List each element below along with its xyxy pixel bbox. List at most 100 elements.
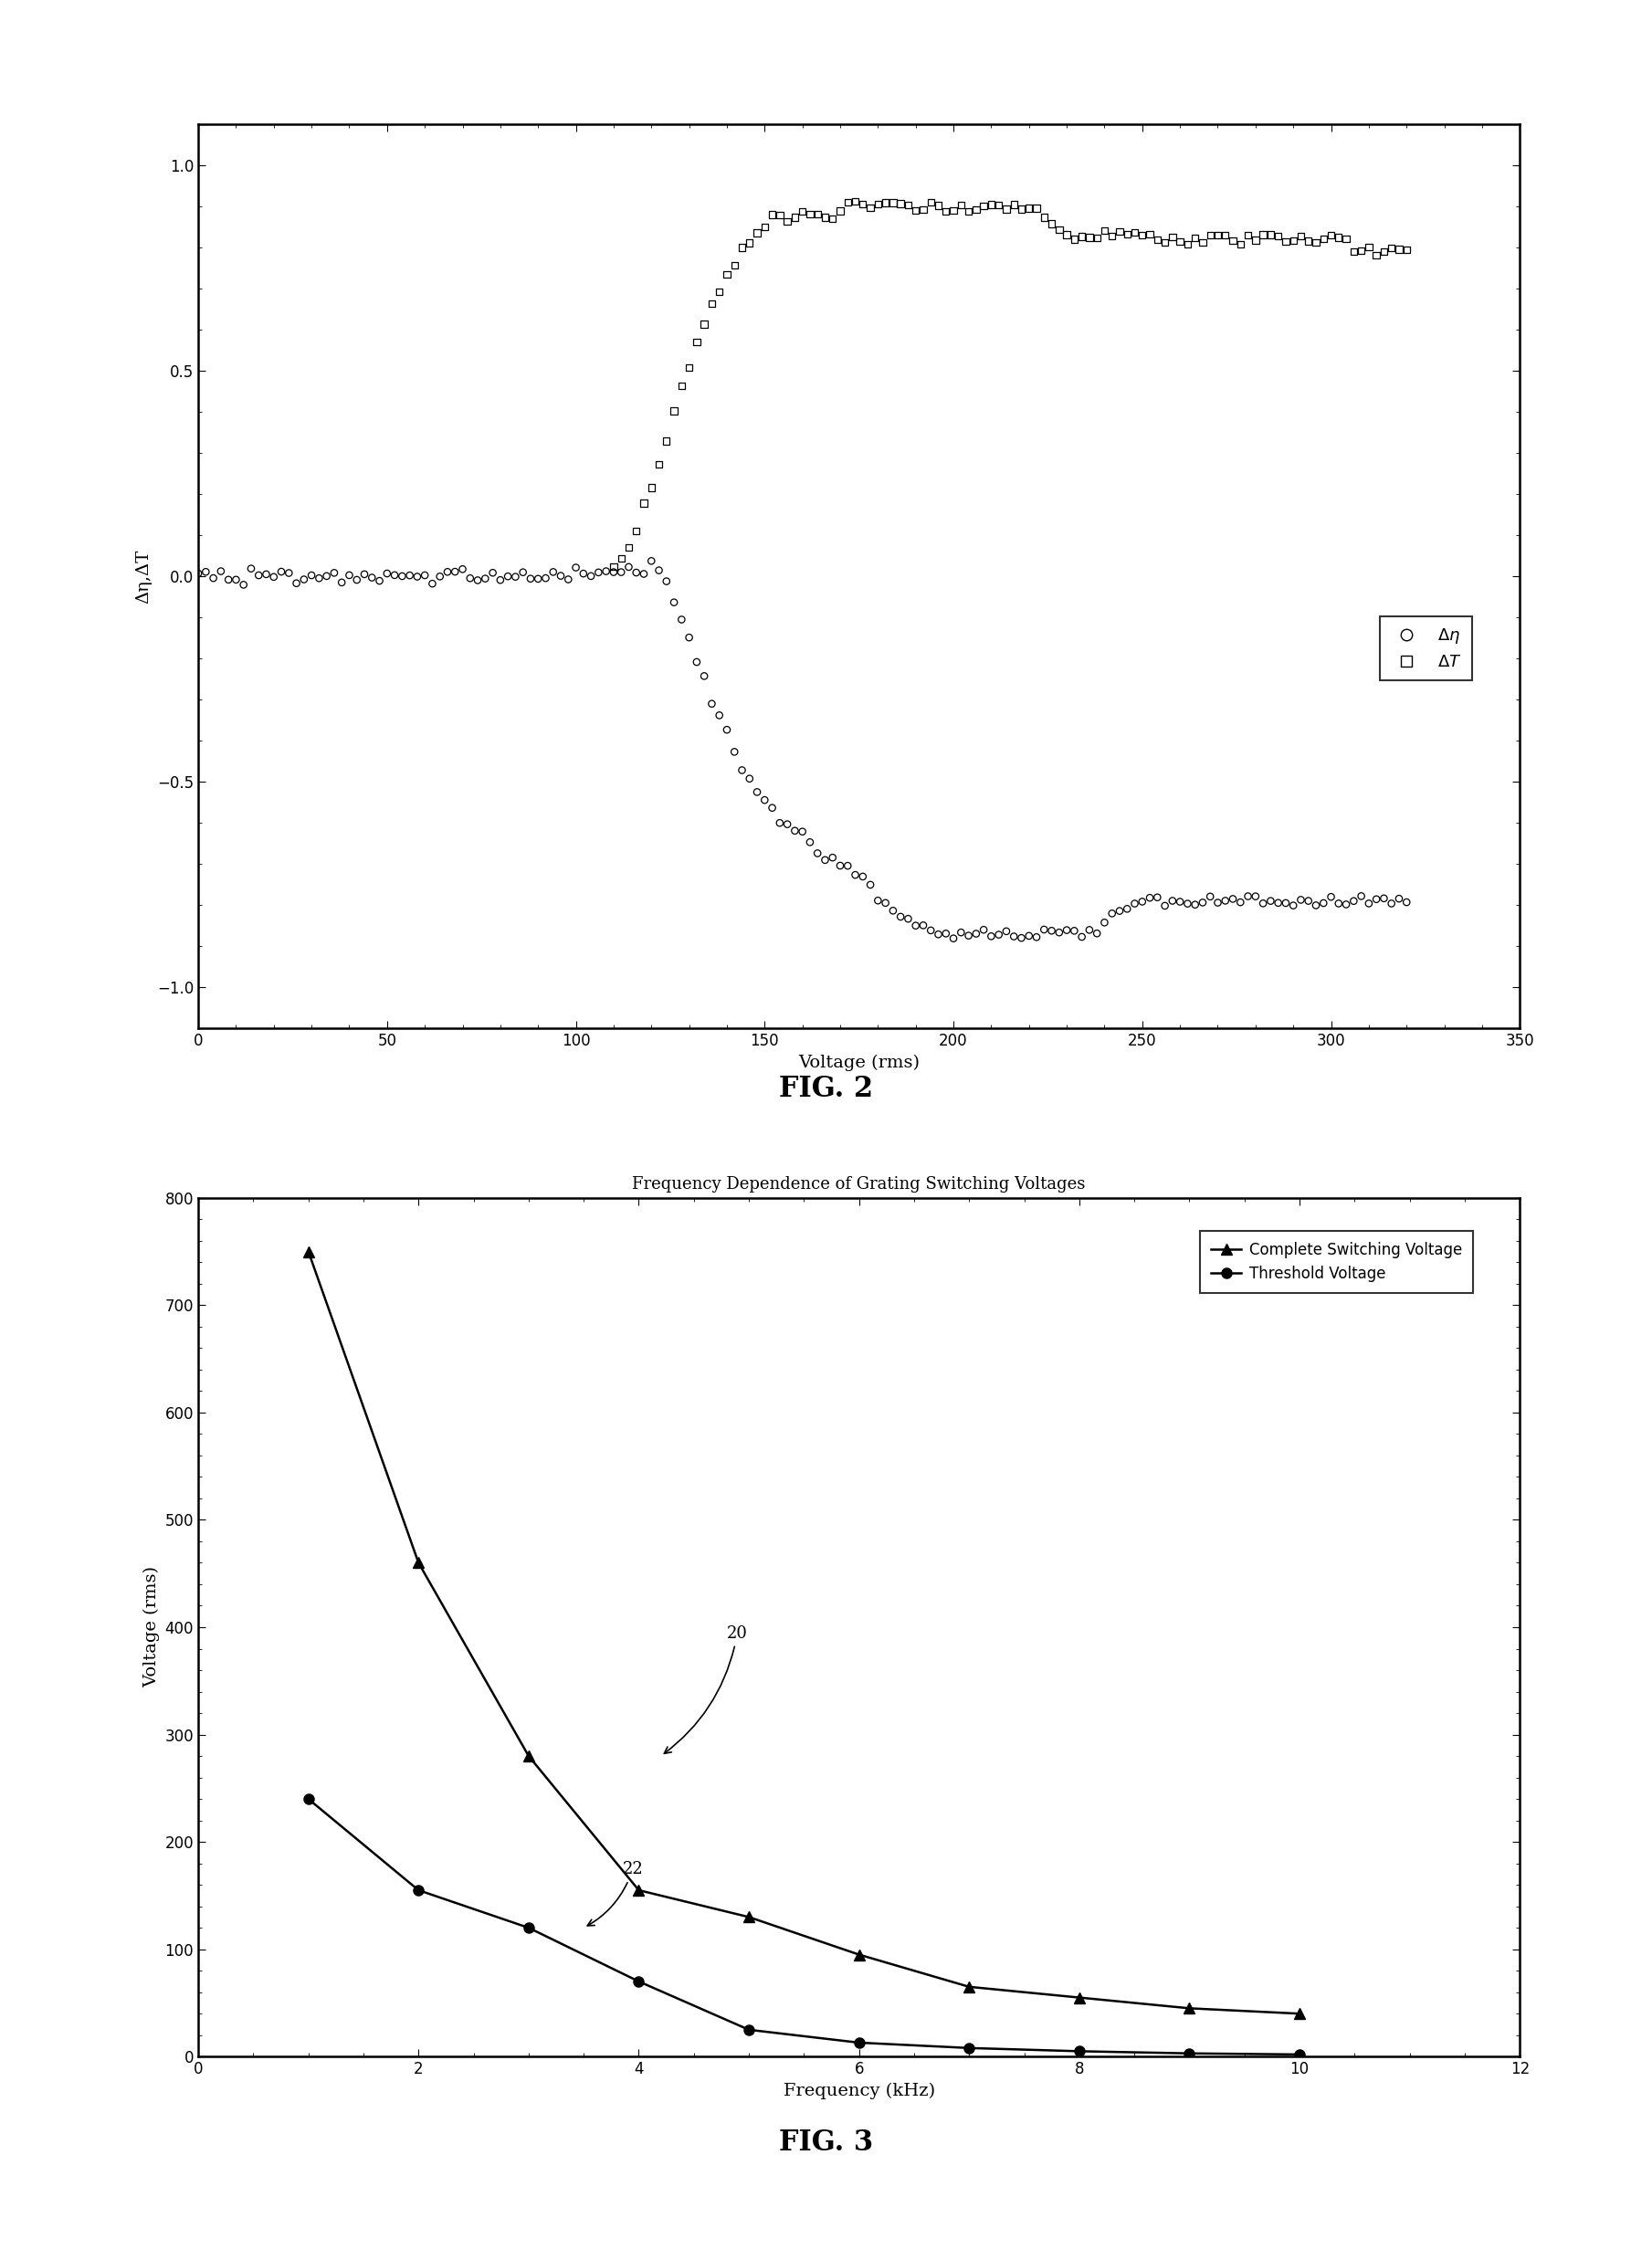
Point [1393,884,1419,920]
Point [828,192,854,228]
Point [743,773,770,809]
Point [722,734,748,771]
Point [1219,881,1246,918]
Point [1257,217,1284,253]
Point [978,188,1004,224]
Point [1137,879,1163,915]
Point [306,560,332,597]
Point [631,556,657,592]
Point [811,843,838,879]
Point [970,188,996,224]
Point [411,558,438,594]
Point [737,762,763,798]
Point [208,554,235,590]
Point [1189,884,1216,920]
Point [767,805,793,841]
Point [1039,206,1066,242]
Point [1151,224,1178,260]
Point [993,913,1019,949]
Point [910,192,937,228]
Point [517,560,544,597]
Point [616,549,643,585]
Point [1113,217,1140,253]
Point [970,911,996,947]
Point [479,554,506,590]
Point [948,188,975,224]
Point [1175,226,1201,262]
Point [805,197,831,233]
Point [775,203,801,240]
Point [948,915,975,951]
Point [1348,233,1374,269]
Point [864,881,890,918]
Point [494,558,520,594]
Point [1046,915,1072,951]
Point [917,913,943,949]
Point [743,215,770,251]
Point [1054,913,1080,949]
Point [578,558,605,594]
Point [963,915,990,951]
Point [1348,879,1374,915]
Point [653,423,679,459]
Point [405,558,431,594]
Point [1333,221,1360,258]
Point [600,549,626,585]
Point [1099,219,1125,255]
Point [1137,217,1163,253]
Point [1054,217,1080,253]
Point [1128,884,1155,920]
Point [669,368,695,405]
Point [849,185,876,221]
Point [600,554,626,590]
Point [261,558,287,594]
Text: FIG. 2: FIG. 2 [778,1076,874,1103]
Point [1386,231,1412,267]
Point [705,273,732,310]
Point [1099,895,1125,931]
Point [917,185,943,221]
Point [1092,212,1118,249]
Point [1386,881,1412,918]
Point [714,255,740,292]
Point [1251,886,1277,922]
Point [1213,884,1239,920]
Point [1242,221,1269,258]
Point [193,554,220,590]
Point [458,560,484,597]
Point [464,563,491,599]
Point [691,305,717,341]
Point [570,556,596,592]
Point [1219,221,1246,258]
Point [1393,233,1419,269]
Point [185,556,211,592]
Point [1075,911,1102,947]
Point [653,563,679,599]
Point [1016,190,1042,226]
Point [223,563,249,599]
Point [1008,920,1034,956]
Point [1198,879,1224,915]
Point [1001,918,1028,954]
Point [623,513,649,549]
Point [1016,918,1042,954]
Point [1023,920,1049,956]
Point [1213,217,1239,253]
Point [1084,915,1110,951]
Point [925,915,952,951]
Point [1039,913,1066,949]
Point [299,558,325,594]
Point [434,554,461,590]
Point [1363,237,1389,273]
Point [631,486,657,522]
Point [1113,890,1140,927]
Point [1371,879,1398,915]
Point [1023,190,1049,226]
Point [1325,886,1351,922]
Point [1189,224,1216,260]
Point [1363,881,1389,918]
Point [367,563,393,599]
Point [895,188,922,224]
Point [1145,879,1171,915]
Point [691,658,717,694]
